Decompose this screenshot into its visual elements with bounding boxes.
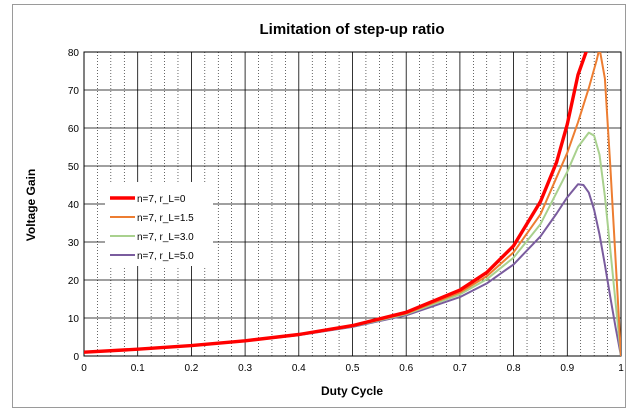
x-tick-label: 0.1 xyxy=(131,363,145,374)
legend-label: n=7, r_L=5.0 xyxy=(137,251,194,262)
y-tick-label: 60 xyxy=(68,124,80,135)
x-tick-label: 0.4 xyxy=(292,363,306,374)
x-axis-label: Duty Cycle xyxy=(321,384,383,398)
y-tick-label: 70 xyxy=(68,86,80,97)
x-tick-label: 0.9 xyxy=(560,363,574,374)
x-tick-label: 1 xyxy=(618,363,624,374)
chart-frame: 0 0.1 0.2 0.3 0.4 0.5 0.6 0.7 0.8 0.9 1 0 10 20 30 40 5… xyxy=(12,4,626,408)
x-tick-label: 0.5 xyxy=(346,363,360,374)
legend-label: n=7, r_L=0 xyxy=(137,194,186,205)
legend: n=7, r_L=0 n=7, r_L=1.5 n=7, r_L=3.0 n=7, r… xyxy=(105,182,213,266)
x-tick-label: 0.6 xyxy=(399,363,413,374)
x-tick-labels: 0 0.1 0.2 0.3 0.4 0.5 0.6 0.7 0.8 0.9 1 xyxy=(81,363,624,374)
x-tick-label: 0.2 xyxy=(184,363,198,374)
legend-box xyxy=(105,182,213,266)
y-tick-label: 10 xyxy=(68,314,80,325)
y-tick-labels: 0 10 20 30 40 50 60 70 80 xyxy=(68,48,80,363)
series-layer xyxy=(84,52,621,356)
y-tick-label: 0 xyxy=(73,352,79,363)
legend-label: n=7, r_L=3.0 xyxy=(137,232,194,243)
x-tick-label: 0.7 xyxy=(453,363,467,374)
x-tick-label: 0.3 xyxy=(238,363,252,374)
y-tick-label: 50 xyxy=(68,162,80,173)
y-axis-label: Voltage Gain xyxy=(24,169,38,241)
chart-title: Limitation of step-up ratio xyxy=(260,21,445,38)
voltage-gain-chart: 0 0.1 0.2 0.3 0.4 0.5 0.6 0.7 0.8 0.9 1 0 10 20 30 40 5… xyxy=(24,21,624,398)
series-line-1 xyxy=(84,52,588,354)
y-tick-label: 40 xyxy=(68,200,80,211)
x-tick-label: 0.8 xyxy=(507,363,521,374)
y-tick-label: 80 xyxy=(68,48,80,59)
y-tick-label: 30 xyxy=(68,238,80,249)
y-tick-label: 20 xyxy=(68,276,80,287)
legend-label: n=7, r_L=1.5 xyxy=(137,213,194,224)
x-tick-label: 0 xyxy=(81,363,87,374)
